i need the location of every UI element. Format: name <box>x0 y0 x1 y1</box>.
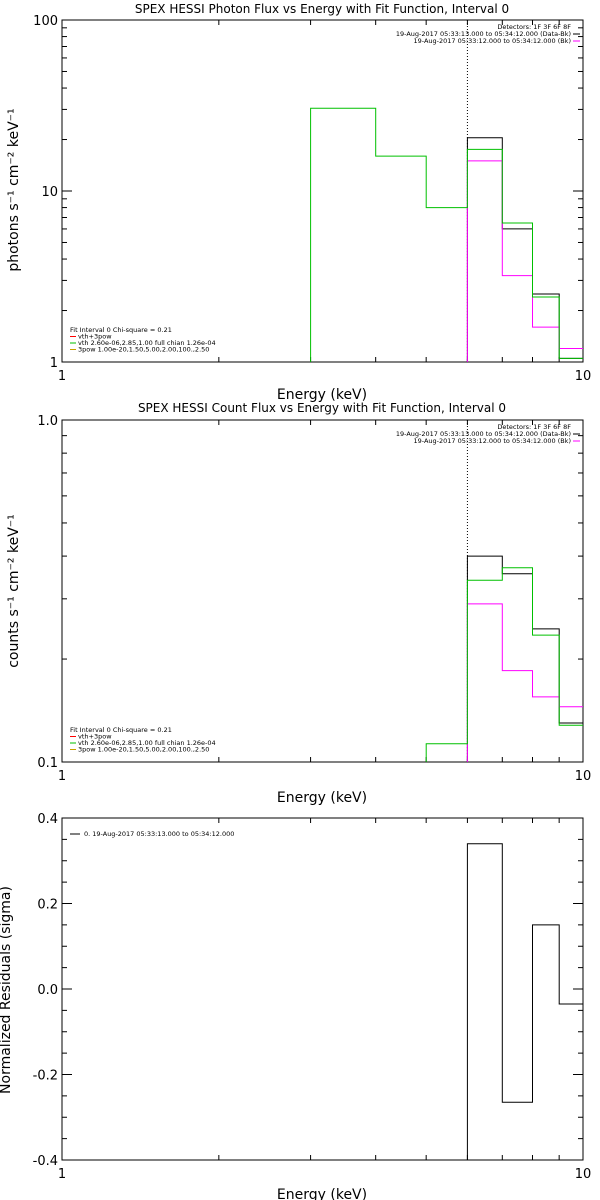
residuals-y-tick-label: -0.2 <box>33 1069 58 1084</box>
count-flux-series-0 <box>466 555 583 762</box>
photon-flux-header-line: 19-Aug-2017 05:33:12.000 to 05:34:12.000… <box>414 37 571 45</box>
residuals-y-tick-label: 0.4 <box>37 812 58 827</box>
photon-flux-header-line: Detectors: 1F 3F 6F 8F <box>497 23 571 31</box>
residuals-legend-text: 0. 19-Aug-2017 05:33:13.000 to 05:34:12.… <box>84 830 234 838</box>
count-flux-legend-text: vth 2.60e-06,2.85,1.00 full chian 1.26e-… <box>78 739 216 747</box>
count-flux-axes <box>61 419 584 763</box>
photon-flux-y-tick-label: 100 <box>33 14 58 29</box>
residuals-xlabel: Energy (keV) <box>277 1187 367 1200</box>
count-flux-header-line: 19-Aug-2017 05:33:12.000 to 05:34:12.000… <box>414 437 571 445</box>
residuals-series-0 <box>466 843 583 1160</box>
photon-flux-marks <box>310 20 583 362</box>
residuals-y-tick-label: -0.4 <box>33 1154 58 1169</box>
photon-flux-series-1 <box>466 160 583 362</box>
photon-flux-y-tick-label: 10 <box>41 185 58 200</box>
count-flux-series-2 <box>425 567 583 762</box>
photon-flux-x-tick-label: 1 <box>58 369 66 384</box>
count-flux-title: SPEX HESSI Count Flux vs Energy with Fit… <box>138 401 506 415</box>
photon-flux-y-tick-label: 1 <box>50 356 58 371</box>
photon-flux-plot-frame <box>61 19 584 363</box>
count-flux-legend-text: 3pow 1.00e-20,1.50,5.00,2.00,100.,2.50 <box>78 746 209 754</box>
residuals-ticks: 1 10 0.4 0.2 0.0 -0.2 -0.4 <box>33 812 592 1182</box>
residuals-axes <box>61 817 584 1161</box>
photon-flux-panel: SPEX HESSI Photon Flux vs Energy with Fi… <box>6 2 591 403</box>
photon-flux-ticks: 1 10 1 10 100 <box>33 14 591 384</box>
photon-flux-header-line: 19-Aug-2017 05:33:13.000 to 05:34:12.000… <box>396 30 571 38</box>
count-flux-ylabel: counts s⁻¹ cm⁻² keV⁻¹ <box>6 514 22 668</box>
photon-flux-legend-text: Fit Interval 0 Chi-square = 0.21 <box>70 326 172 334</box>
photon-flux-legend-text: 3pow 1.00e-20,1.50,5.00,2.00,100.,2.50 <box>78 346 209 354</box>
residuals-y-tick-label: 0.2 <box>37 898 58 913</box>
count-flux-plot-frame <box>61 419 584 763</box>
residuals-legend: 0. 19-Aug-2017 05:33:13.000 to 05:34:12.… <box>70 830 234 838</box>
residuals-plot-frame <box>61 817 584 1161</box>
photon-flux-title: SPEX HESSI Photon Flux vs Energy with Fi… <box>135 2 509 16</box>
count-flux-legend-text: Fit Interval 0 Chi-square = 0.21 <box>70 726 172 734</box>
count-flux-ticks: 1 10 0.1 1.0 <box>37 414 591 784</box>
count-flux-panel: SPEX HESSI Count Flux vs Energy with Fit… <box>6 401 591 806</box>
photon-flux-legend: Fit Interval 0 Chi-square = 0.21vth+3pow… <box>70 326 216 354</box>
count-flux-x-tick-label: 10 <box>575 769 592 784</box>
count-flux-x-tick-label: 1 <box>58 769 66 784</box>
photon-flux-series-2 <box>310 107 583 362</box>
residuals-marks <box>466 843 583 1160</box>
count-flux-legend-text: vth+3pow <box>78 733 112 741</box>
photon-flux-xlabel: Energy (keV) <box>277 387 367 403</box>
photon-flux-ylabel: photons s⁻¹ cm⁻² keV⁻¹ <box>6 108 22 271</box>
count-flux-y-tick-label: 0.1 <box>37 756 58 771</box>
count-flux-series-1 <box>466 603 583 762</box>
residuals-y-tick-label: 0.0 <box>37 983 58 998</box>
count-flux-xlabel: Energy (keV) <box>277 790 367 806</box>
count-flux-marks <box>425 420 583 762</box>
photon-flux-axes <box>61 19 584 363</box>
residuals-x-tick-label: 1 <box>58 1167 66 1182</box>
count-flux-header-line: Detectors: 1F 3F 6F 8F <box>497 423 571 431</box>
count-flux-legend: Fit Interval 0 Chi-square = 0.21vth+3pow… <box>70 726 216 754</box>
residuals-panel: Normalized Residuals (sigma) Energy (keV… <box>0 812 591 1200</box>
photon-flux-series-0 <box>466 137 583 362</box>
photon-flux-x-tick-label: 10 <box>575 369 592 384</box>
count-flux-y-tick-label: 1.0 <box>37 414 58 429</box>
photon-flux-legend-text: vth 2.60e-06,2.85,1.00 full chian 1.26e-… <box>78 339 216 347</box>
residuals-ylabel: Normalized Residuals (sigma) <box>0 886 14 1094</box>
photon-flux-legend-text: vth+3pow <box>78 333 112 341</box>
count-flux-header-line: 19-Aug-2017 05:33:13.000 to 05:34:12.000… <box>396 430 571 438</box>
residuals-x-tick-label: 10 <box>575 1167 592 1182</box>
